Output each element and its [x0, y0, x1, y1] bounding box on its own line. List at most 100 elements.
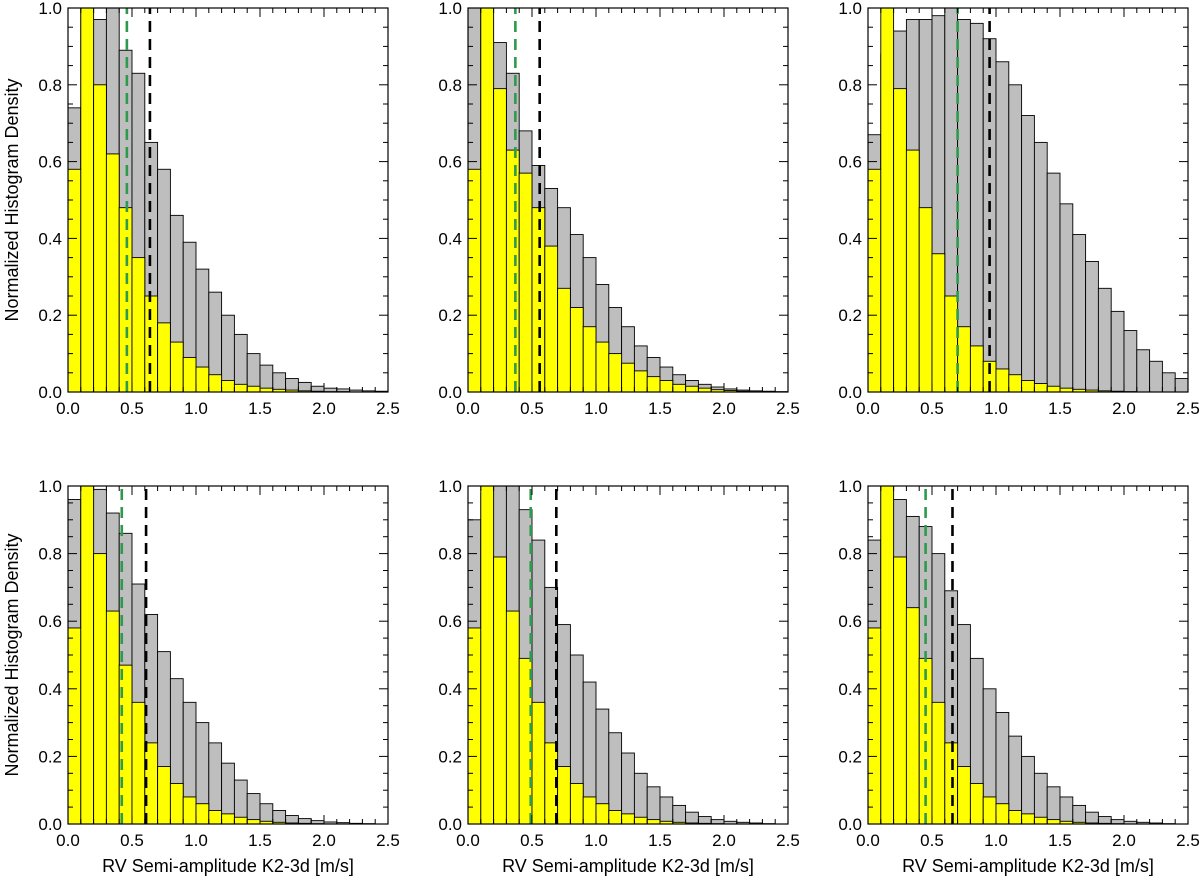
y-tick-label: 0.8: [838, 76, 862, 95]
gray-bar: [646, 786, 661, 824]
yellow-bar: [557, 287, 571, 392]
yellow-bar: [633, 816, 648, 824]
panel-bottom-right: 0.0 0.5 1.0 1.5 2.0 2.5 0.0 0.2 0.4 0.6 0.8 1.0 RV S…: [838, 477, 1199, 876]
y-tick-label: 0.0: [38, 383, 62, 402]
yellow-bar: [169, 341, 184, 392]
gray-bar: [1046, 172, 1061, 392]
gray-bar: [969, 22, 984, 392]
yellow-bar: [480, 8, 495, 392]
x-tick-label: 2.5: [376, 399, 400, 418]
x-axis-title: RV Semi-amplitude K2-3d [m/s]: [102, 856, 354, 876]
yellow-bar: [633, 370, 648, 392]
x-tick-label: 0.5: [920, 831, 944, 850]
yellow-bar: [505, 149, 520, 392]
x-axis-title: RV Semi-amplitude K2-3d [m/s]: [502, 856, 754, 876]
y-tick-label: 1.0: [838, 477, 862, 496]
gray-bar: [1033, 772, 1048, 824]
gray-bar: [659, 796, 674, 824]
yellow-bar: [646, 819, 661, 824]
y-tick-label: 0.6: [38, 612, 62, 631]
x-tick-label: 0.5: [920, 399, 944, 418]
yellow-bar: [246, 819, 261, 824]
yellow-bar: [880, 8, 895, 392]
x-tick-label: 1.0: [184, 831, 208, 850]
yellow-bar: [208, 374, 223, 392]
yellow-bar: [595, 803, 610, 824]
x-tick-label: 2.0: [1112, 399, 1136, 418]
x-tick-label: 1.5: [648, 831, 672, 850]
y-tick-label: 0.0: [838, 815, 862, 834]
y-tick-label: 0.8: [438, 545, 462, 564]
x-tick-label: 1.5: [248, 399, 272, 418]
gray-bar: [685, 811, 699, 824]
yellow-bar: [93, 84, 107, 392]
x-tick-label: 0.0: [456, 831, 480, 850]
y-tick-label: 0.4: [38, 229, 62, 248]
yellow-bar: [480, 486, 495, 824]
yellow-bar: [505, 610, 520, 824]
x-tick-label: 2.5: [1176, 399, 1200, 418]
yellow-bar: [893, 88, 907, 392]
gray-bar: [1046, 786, 1061, 824]
yellow-bar: [1021, 380, 1035, 392]
plot-area: [468, 486, 776, 824]
gray-bar: [1149, 360, 1163, 392]
y-tick-label: 0.8: [838, 545, 862, 564]
yellow-bar: [105, 153, 120, 392]
plot-area: [868, 486, 1176, 824]
yellow-bar: [157, 766, 171, 824]
y-tick-label: 0.8: [38, 76, 62, 95]
gray-bar: [1021, 115, 1035, 392]
panel-top-left: 0.0 0.5 1.0 1.5 2.0 2.5 0.0 0.2 0.4 0.6 0.8 1.0 Norm…: [2, 0, 400, 418]
gray-bar: [1085, 811, 1099, 824]
yellow-bar: [80, 8, 95, 392]
yellow-bar: [221, 380, 235, 392]
y-tick-label: 0.0: [838, 383, 862, 402]
yellow-bar: [68, 168, 82, 392]
x-tick-label: 1.0: [984, 831, 1008, 850]
yellow-bar: [557, 766, 571, 824]
yellow-bar: [68, 627, 82, 824]
gray-bar: [633, 772, 648, 824]
yellow-bar: [918, 207, 933, 392]
x-tick-label: 1.0: [584, 831, 608, 850]
yellow-bar: [1046, 385, 1061, 392]
gray-bar: [1187, 381, 1188, 392]
gray-bar: [1072, 234, 1087, 392]
yellow-bar: [595, 341, 610, 392]
x-axis-title: RV Semi-amplitude K2-3d [m/s]: [902, 856, 1154, 876]
yellow-bar: [131, 701, 146, 824]
yellow-bar: [880, 486, 895, 824]
y-tick-label: 0.0: [438, 815, 462, 834]
yellow-bar: [1046, 819, 1061, 824]
gray-bar: [1174, 378, 1188, 392]
y-tick-label: 0.2: [838, 306, 862, 325]
yellow-bar: [468, 627, 482, 824]
yellow-bar: [233, 816, 248, 824]
yellow-bar: [157, 322, 171, 392]
yellow-bar: [182, 356, 197, 392]
yellow-bar: [468, 168, 482, 392]
yellow-bar: [646, 376, 661, 392]
gray-bar: [233, 333, 248, 392]
x-tick-label: 2.0: [312, 399, 336, 418]
x-tick-label: 1.0: [984, 399, 1008, 418]
y-tick-label: 0.2: [838, 747, 862, 766]
gray-bar: [995, 61, 1010, 392]
x-tick-label: 1.0: [584, 399, 608, 418]
y-tick-label: 0.6: [38, 153, 62, 172]
gray-bar: [1161, 372, 1176, 392]
gray-bar: [1085, 260, 1099, 392]
y-tick-label: 0.6: [838, 153, 862, 172]
y-tick-label: 0.8: [438, 76, 462, 95]
x-tick-label: 0.5: [520, 399, 544, 418]
yellow-bar: [969, 345, 984, 392]
yellow-bar: [931, 253, 946, 392]
gray-bar: [1123, 330, 1138, 392]
panel-bottom-left: 0.0 0.5 1.0 1.5 2.0 2.5 0.0 0.2 0.4 0.6 0.8 1.0 Norm…: [2, 477, 400, 876]
yellow-bar: [957, 766, 971, 824]
yellow-bar: [93, 553, 107, 824]
x-tick-label: 0.5: [120, 399, 144, 418]
yellow-bar: [868, 168, 882, 392]
y-axis-title: Normalized Histogram Density: [2, 533, 22, 776]
